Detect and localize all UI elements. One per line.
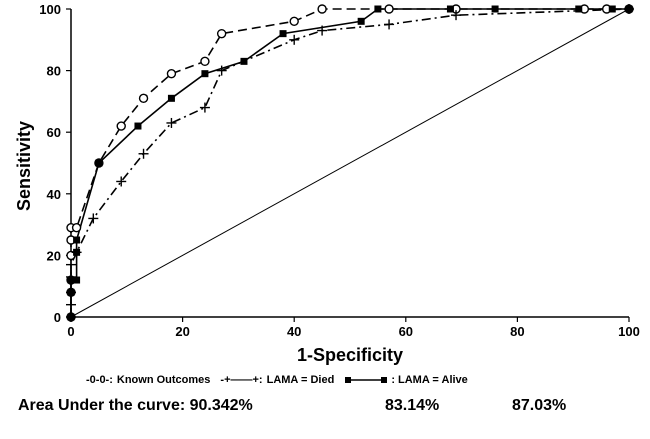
marker-circle [71,222,82,233]
marker-square [240,57,248,65]
marker-square [167,94,175,102]
marker-plus [166,117,177,128]
marker-square [67,288,75,296]
marker-circle [289,16,299,27]
marker-square [575,5,583,13]
reference-line [70,8,630,318]
roc-chart: 0 20 40 60 80 100 0 20 40 60 80 100 Sensitivity 1-S… [14,2,640,365]
marker-plus [289,34,300,45]
marker-square [374,5,382,13]
x-tick-label: 60 [399,324,413,339]
legend-label-known-outcomes: Known Outcomes [116,374,211,386]
marker-circle [166,68,177,79]
legend-label-lama-died: LAMA = Died [266,374,335,386]
marker-square [608,5,616,13]
y-tick-label: 20 [47,248,61,263]
tick-labels: 0 20 40 60 80 100 0 20 40 60 80 100 [39,2,640,339]
y-axis-title: Sensitivity [14,121,34,211]
marker-square [67,276,75,284]
marker-plus [66,299,76,310]
marker-square [73,248,81,256]
marker-plus [138,148,149,159]
auc-lama-alive: 87.03% [512,397,567,414]
marker-circle [116,121,126,131]
x-tick-label: 80 [510,324,524,339]
legend-symbol-lama-died: -+——+: [220,374,263,386]
marker-square [201,70,209,78]
x-axis-title: 1-Specificity [297,345,403,365]
marker-square [95,159,103,167]
marker-plus [116,176,127,187]
y-tick-label: 0 [54,310,61,325]
marker-square [625,5,633,13]
legend-symbol-known-outcomes: -0-0-: [86,374,113,386]
marker-circle [317,4,327,14]
x-tick-label: 0 [67,324,74,339]
marker-circle [216,28,227,39]
marker-plus [216,65,227,76]
legend-colon-lama-alive: : [391,374,396,386]
y-tick-label: 80 [47,64,61,79]
chart-legend: -0-0-: Known Outcomes -+——+: LAMA = Died… [86,370,478,390]
x-tick-label: 100 [618,324,640,339]
marker-square [67,313,75,321]
series-markers [66,4,634,322]
x-tick-label: 20 [175,324,189,339]
marker-plus [384,19,395,30]
reference-diagonal [70,8,630,318]
marker-square [134,122,142,130]
marker-circle [384,4,394,14]
x-tick-label: 40 [287,324,301,339]
auc-lama-died: 83.14% [385,397,440,414]
y-tick-label: 40 [47,187,61,202]
marker-square [491,5,499,13]
legend-symbol-lama-alive-line [345,377,388,383]
marker-circle [138,93,149,104]
marker-square [446,5,454,13]
y-tick-label: 60 [47,125,61,140]
marker-square [279,30,287,38]
auc-known-outcomes: Area Under the curve: 90.342% [18,397,253,414]
marker-plus [66,259,76,270]
marker-plus [199,102,210,113]
marker-plus [317,25,328,36]
y-tick-label: 100 [39,2,61,17]
marker-square [357,17,365,25]
legend-label-lama-alive: LAMA = Alive [398,374,468,386]
marker-square [73,276,81,284]
marker-circle [200,56,210,67]
marker-plus [451,10,462,21]
marker-plus [88,213,99,224]
marker-square [73,236,81,244]
